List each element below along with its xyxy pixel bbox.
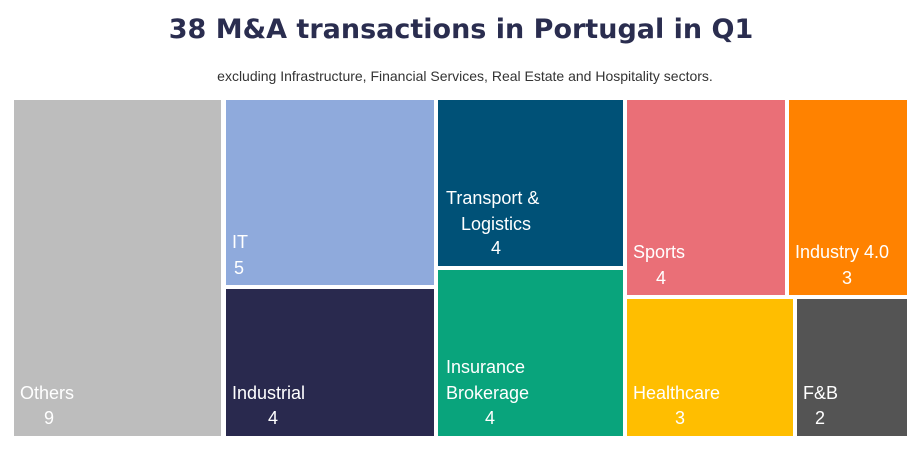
tile-value-insurance-brokerage: 4	[485, 408, 495, 428]
chart-title: 38 M&A transactions in Portugal in Q1	[168, 14, 754, 45]
tile-rect-sports	[627, 100, 785, 295]
tile-sports[interactable]: Sports 4	[627, 100, 785, 295]
tile-label-it: IT	[232, 232, 248, 252]
tile-others[interactable]: Others 9	[14, 100, 221, 436]
tile-healthcare[interactable]: Healthcare 3	[627, 299, 793, 436]
chart-subtitle: excluding Infrastructure, Financial Serv…	[217, 68, 713, 84]
tile-industry-4-0[interactable]: Industry 4.0 3	[789, 100, 907, 295]
tile-label-transport-and-logistics-line-1: Transport &	[446, 188, 539, 208]
tile-label-healthcare: Healthcare	[633, 383, 720, 403]
tile-label-others: Others	[20, 383, 74, 403]
tile-industrial[interactable]: Industrial 4	[226, 289, 434, 436]
tile-value-fandb: 2	[815, 408, 825, 428]
tile-value-industrial: 4	[268, 408, 278, 428]
tile-rect-industrial	[226, 289, 434, 436]
tile-rect-it	[226, 100, 434, 285]
tile-fandb[interactable]: F&B 2	[797, 299, 907, 436]
tile-value-it: 5	[234, 258, 244, 278]
tile-it[interactable]: IT 5	[226, 100, 434, 285]
tile-label-transport-and-logistics-line-2: Logistics	[461, 214, 531, 234]
tile-value-industry-4-0: 3	[842, 268, 852, 288]
tile-label-fandb: F&B	[803, 383, 838, 403]
tile-rect-others	[14, 100, 221, 436]
tile-insurance-brokerage[interactable]: Insurance Brokerage 4	[438, 270, 623, 436]
tile-rect-transport-and-logistics	[438, 100, 623, 266]
tile-value-healthcare: 3	[675, 408, 685, 428]
tile-value-others: 9	[44, 408, 54, 428]
tile-rect-healthcare	[627, 299, 793, 436]
tile-label-insurance-brokerage-line-2: Brokerage	[446, 383, 529, 403]
tile-label-insurance-brokerage-line-1: Insurance	[446, 357, 525, 377]
tile-label-industry-4-0: Industry 4.0	[795, 242, 889, 262]
tile-rect-insurance-brokerage	[438, 270, 623, 436]
tile-value-transport-and-logistics: 4	[491, 238, 501, 258]
tile-label-industrial: Industrial	[232, 383, 305, 403]
tile-transport-and-logistics[interactable]: Transport & Logistics 4	[438, 100, 623, 266]
tile-value-sports: 4	[656, 268, 666, 288]
tile-rect-fandb	[797, 299, 907, 436]
tile-label-sports: Sports	[633, 242, 685, 262]
tile-rect-industry-4-0	[789, 100, 907, 295]
